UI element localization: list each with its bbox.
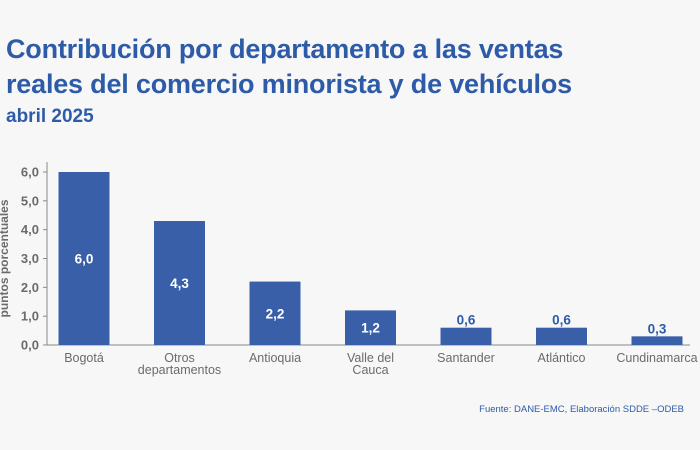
y-tick-label: 6,0 (21, 165, 39, 180)
bar (58, 172, 110, 345)
bar (249, 281, 301, 345)
bar (536, 327, 587, 345)
bar-value-label: 0,6 (552, 313, 571, 328)
category-label: Bogotá (64, 351, 104, 365)
category-label: Antioquia (249, 351, 301, 365)
category-label: Valle del (347, 351, 394, 365)
bar-value-label: 0,3 (648, 321, 667, 336)
bar-chart: 0,0 1,0 2,0 3,0 4,0 5,0 6,0 puntos porcentuales… (0, 162, 698, 377)
bar (345, 310, 396, 345)
bar (440, 327, 492, 345)
bar-value-label: 4,3 (170, 276, 189, 291)
y-tick-label: 3,0 (21, 251, 39, 266)
bar-value-label: 6,0 (75, 252, 94, 267)
title-block: Contribución por departamento a las vent… (6, 32, 696, 129)
category-label: Atlántico (538, 351, 586, 365)
y-tick-label: 1,0 (21, 309, 39, 324)
y-axis-label: puntos porcentuales (0, 199, 11, 317)
bar-value-label: 2,2 (266, 306, 285, 321)
category-label: Otros (164, 351, 195, 365)
y-tick-label: 2,0 (21, 280, 39, 295)
chart-title-line-2: reales del comercio minorista y de vehíc… (6, 69, 572, 99)
chart-title-line-1: Contribución por departamento a las vent… (6, 34, 564, 64)
category-label: Santander (437, 351, 495, 365)
y-tick-label: 5,0 (21, 193, 39, 208)
chart-subtitle: abril 2025 (6, 106, 94, 127)
y-tick-label: 4,0 (21, 222, 39, 237)
y-tick-label: 0,0 (21, 338, 39, 353)
bar-value-label: 0,6 (457, 313, 476, 328)
bar (631, 336, 683, 345)
bar (154, 221, 205, 345)
category-label: Cundinamarca (616, 351, 697, 365)
bar-value-label: 1,2 (361, 321, 380, 336)
source-note: Fuente: DANE-EMC, Elaboración SDDE –ODEB (479, 404, 684, 415)
category-label: departamentos (138, 363, 221, 377)
category-label: Cauca (352, 363, 388, 377)
